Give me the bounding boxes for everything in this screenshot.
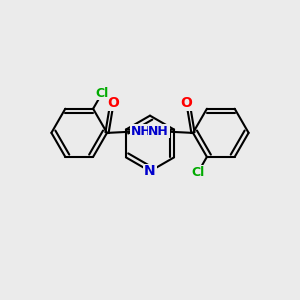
Text: O: O [181, 96, 192, 110]
Text: Cl: Cl [95, 87, 109, 100]
Text: NH: NH [148, 125, 169, 138]
Text: O: O [108, 96, 119, 110]
Text: Cl: Cl [191, 166, 205, 179]
Text: N: N [144, 164, 156, 178]
Text: NH: NH [131, 125, 152, 138]
